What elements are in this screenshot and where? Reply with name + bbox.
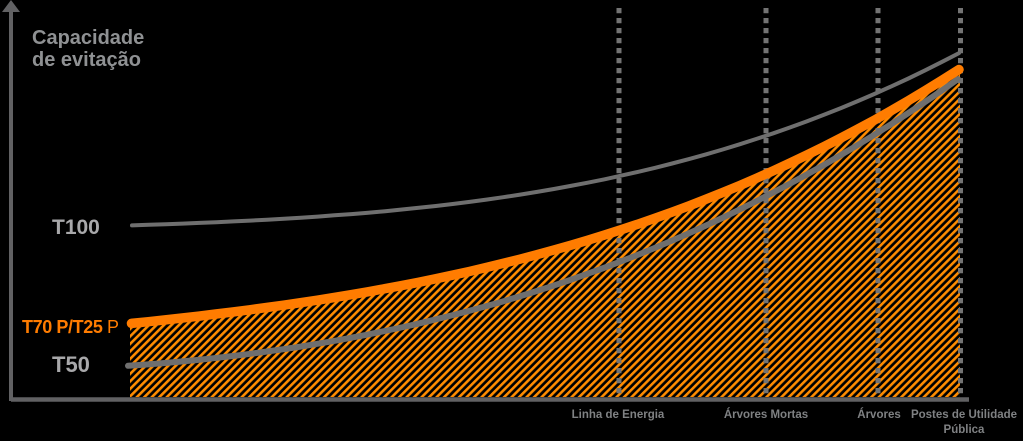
svg-text:de evitação: de evitação bbox=[32, 49, 141, 71]
svg-text:Postes de Utilidade: Postes de Utilidade bbox=[911, 409, 1017, 421]
svg-text:Árvores Mortas: Árvores Mortas bbox=[724, 408, 808, 421]
svg-text:Linha de Energia: Linha de Energia bbox=[572, 409, 665, 421]
svg-text:Árvores: Árvores bbox=[857, 408, 900, 421]
svg-text:T100: T100 bbox=[52, 216, 100, 239]
svg-text:T70 P/T25 P: T70 P/T25 P bbox=[22, 317, 119, 337]
svg-text:Pública: Pública bbox=[944, 424, 986, 436]
svg-text:Capacidade: Capacidade bbox=[32, 27, 144, 49]
svg-text:T50: T50 bbox=[52, 352, 90, 377]
